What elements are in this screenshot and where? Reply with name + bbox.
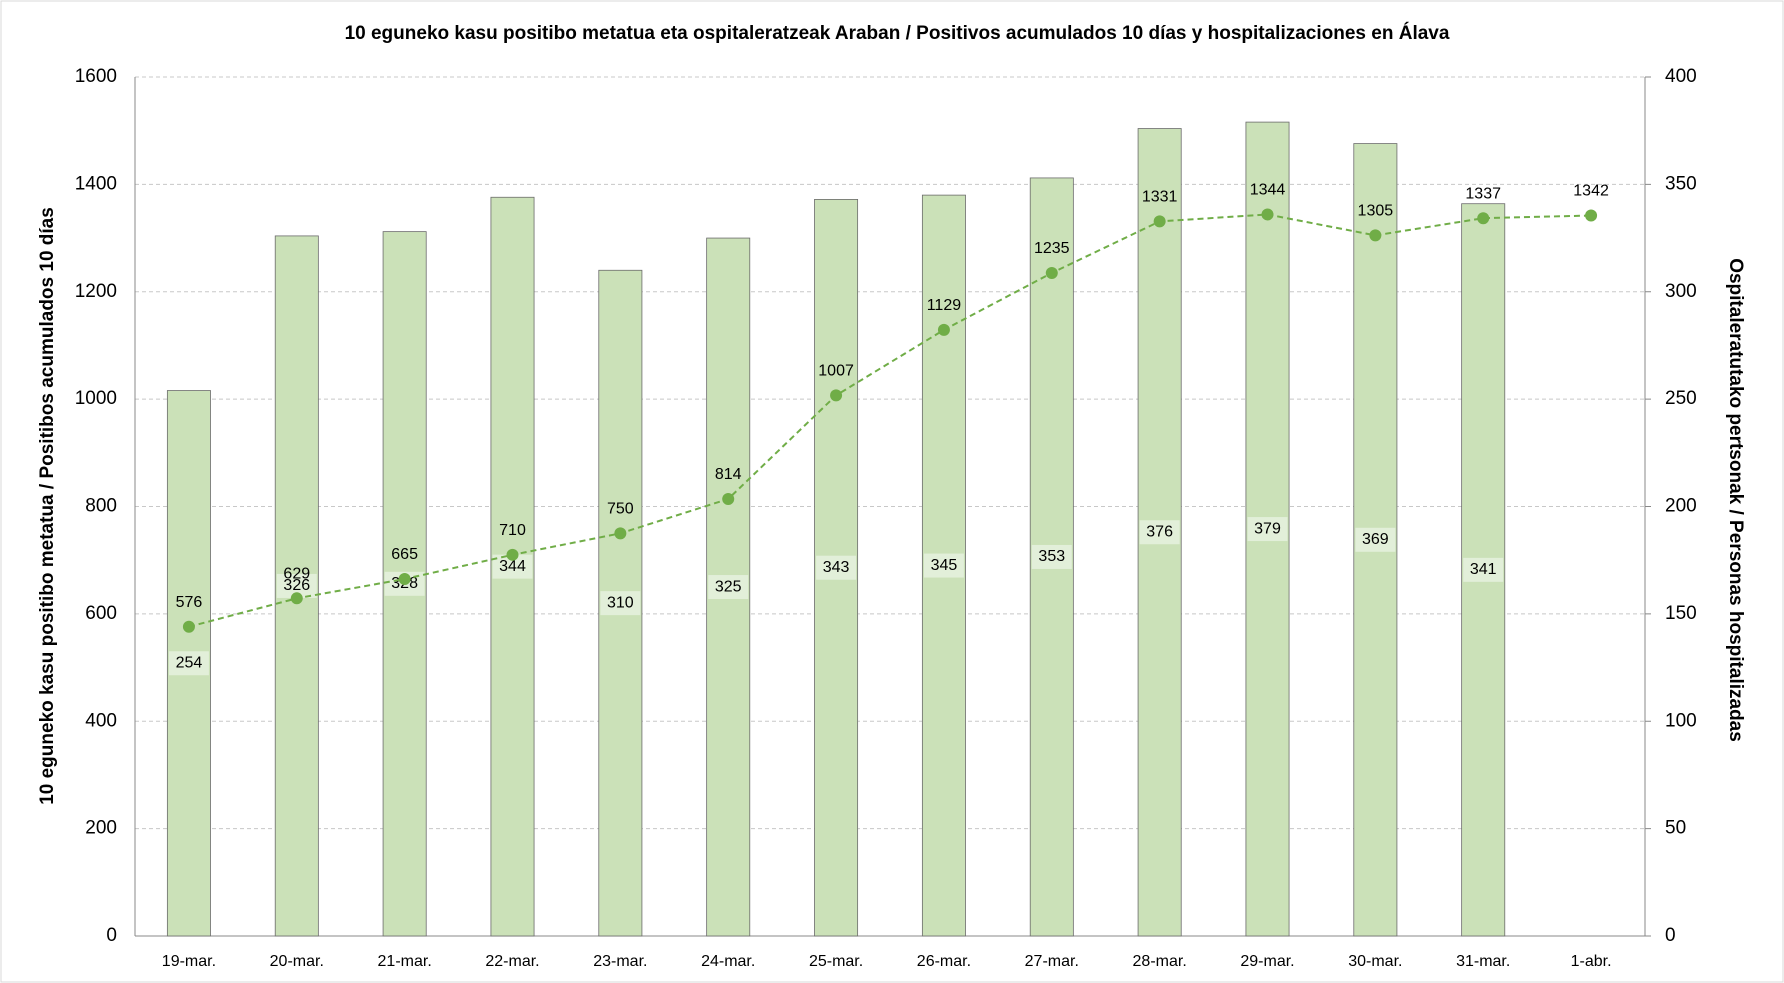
bar-label-bg [168,651,209,676]
y-tick-label: 1200 [75,281,117,302]
line-label: 1344 [1250,182,1286,199]
y-tick-label: 400 [85,710,117,731]
bar-label: 353 [1038,548,1065,565]
x-tick-label: 24-mar. [701,953,755,970]
y2-tick-label: 100 [1665,710,1697,731]
y2-tick-label: 0 [1665,925,1676,946]
y2-tick-label: 350 [1665,173,1697,194]
line-label: 629 [283,566,310,583]
x-tick-label: 19-mar. [162,953,216,970]
y-tick-label: 1400 [75,173,117,194]
line-label: 710 [499,522,526,539]
line-marker [614,527,627,540]
y2-tick-label: 50 [1665,818,1686,839]
x-tick-label: 23-mar. [593,953,647,970]
x-tick-label: 27-mar. [1025,953,1079,970]
x-tick-label: 30-mar. [1348,953,1402,970]
bar-label: 345 [931,557,958,574]
chart-title: 10 eguneko kasu positibo metatua eta osp… [345,22,1450,44]
line-marker [1585,209,1598,222]
line-label: 1235 [1034,240,1070,257]
y2-tick-label: 150 [1665,603,1697,624]
line-label: 1129 [927,297,962,314]
bar-label-bg [1463,557,1504,582]
x-tick-label: 28-mar. [1133,953,1187,970]
bar-label-bg [1139,520,1180,545]
y-tick-label: 1600 [75,66,117,87]
y2-tick-label: 250 [1665,388,1697,409]
line-marker [1261,208,1274,221]
bar-label: 369 [1362,531,1389,548]
bar-label: 326 [283,577,310,594]
bar-label: 376 [1146,523,1173,540]
line-marker [722,492,735,505]
line-marker [398,572,411,585]
line-label: 1305 [1358,203,1394,220]
bar-label-bg [708,575,749,600]
bar-label: 310 [607,594,634,611]
bar-label-bg [600,591,641,616]
bar-label-bg [1031,544,1072,569]
line-marker [290,592,303,605]
line-label: 576 [176,594,203,611]
line-label: 1007 [818,363,854,380]
line-label: 1337 [1465,185,1501,202]
line-label: 665 [391,546,418,563]
x-tick-label: 1-abr. [1571,953,1612,970]
y-tick-label: 0 [106,925,117,946]
line-label: 1342 [1573,183,1609,200]
bar-label: 341 [1470,561,1497,578]
line-label: 814 [715,466,742,483]
x-tick-label: 20-mar. [270,953,324,970]
bar-label: 379 [1254,520,1281,537]
line-marker [1153,215,1166,228]
y2-axis-title: Ospitaleratutako pertsonak / Personas ho… [1725,258,1746,742]
line [188,213,1592,628]
x-tick-label: 25-mar. [809,953,863,970]
line-label: 1331 [1142,189,1178,206]
line-marker [182,620,195,633]
x-tick-label: 21-mar. [378,953,432,970]
bar-label: 344 [499,558,526,575]
x-tick-label: 22-mar. [485,953,539,970]
bar-label-bg [923,553,964,578]
line-marker [1045,266,1058,279]
line-marker [1477,212,1490,225]
line-marker [1369,229,1382,242]
bar-label-bg [816,555,857,580]
x-tick-label: 29-mar. [1240,953,1294,970]
y2-tick-label: 200 [1665,496,1697,517]
line-label: 750 [607,501,634,518]
line-marker [937,323,950,336]
bar-label: 325 [715,578,742,595]
x-tick-label: 31-mar. [1456,953,1510,970]
line-marker [506,548,519,561]
y2-tick-label: 300 [1665,281,1697,302]
y-tick-label: 800 [85,496,117,517]
x-tick-label: 26-mar. [917,953,971,970]
y-tick-label: 600 [85,603,117,624]
y2-tick-label: 400 [1665,66,1697,87]
y-tick-label: 1000 [75,388,117,409]
y-tick-label: 200 [85,818,117,839]
y-axis-title: 10 eguneko kasu positibo metatua / Posit… [37,207,58,805]
bar-label-bg [1247,517,1288,542]
bar-label: 254 [176,654,203,671]
line-marker [830,389,843,402]
bar-label: 343 [823,559,850,576]
bar-label-bg [1355,527,1396,552]
